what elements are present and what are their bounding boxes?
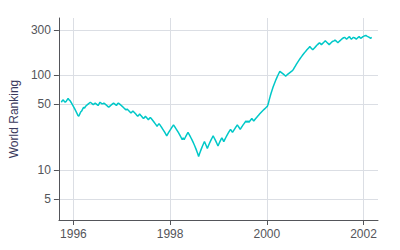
svg-text:1996: 1996	[60, 227, 87, 241]
svg-text:10: 10	[38, 163, 52, 177]
svg-text:2002: 2002	[350, 227, 377, 241]
svg-text:5: 5	[44, 192, 51, 206]
svg-text:World Ranking: World Ranking	[7, 80, 21, 158]
svg-text:100: 100	[31, 68, 51, 82]
svg-text:50: 50	[38, 97, 52, 111]
svg-text:1998: 1998	[157, 227, 184, 241]
svg-text:2000: 2000	[253, 227, 280, 241]
svg-text:300: 300	[31, 23, 51, 37]
